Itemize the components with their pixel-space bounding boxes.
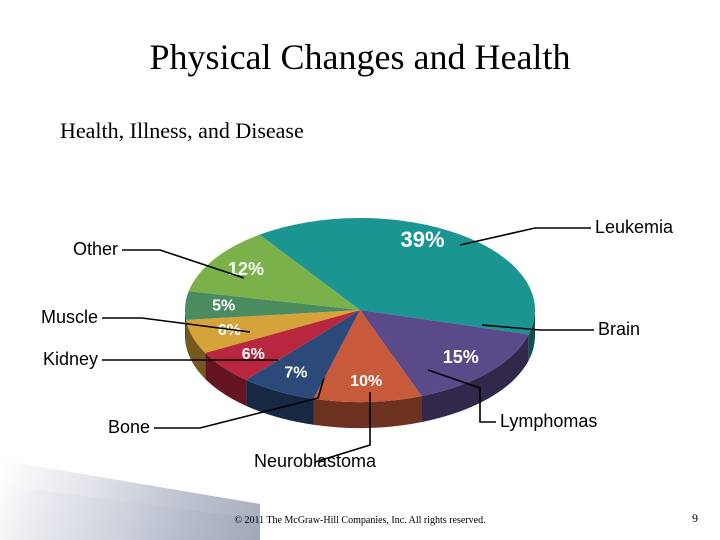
pie-slice-label: Other — [73, 239, 118, 259]
pie-slice-pct: 39% — [401, 227, 445, 252]
pie-slice-label: Leukemia — [595, 217, 674, 237]
pie-slice-pct: 12% — [228, 259, 264, 279]
slide: Physical Changes and Health Health, Illn… — [0, 0, 720, 540]
pie-slice-label: Bone — [108, 417, 150, 437]
leader-line — [460, 228, 591, 245]
page-title: Physical Changes and Health — [0, 36, 720, 78]
pie-slice-label: Muscle — [41, 307, 98, 327]
page-subtitle: Health, Illness, and Disease — [60, 118, 304, 144]
pie-slice-label: Lymphomas — [500, 411, 597, 431]
copyright-footer: © 2011 The McGraw-Hill Companies, Inc. A… — [0, 515, 720, 526]
pie-slice-label: Brain — [598, 319, 640, 339]
page-number: 9 — [692, 511, 698, 526]
pie-slice-pct: 5% — [212, 298, 235, 315]
pie-chart: 39%15%10%7%6%6%5%12%LeukemiaBrainLymphom… — [20, 160, 700, 480]
pie-slice-label: Neuroblastoma — [254, 451, 377, 471]
pie-slice-pct: 15% — [443, 347, 479, 367]
pie-chart-svg: 39%15%10%7%6%6%5%12%LeukemiaBrainLymphom… — [20, 160, 700, 480]
pie-slice-pct: 7% — [284, 365, 307, 382]
pie-slice-pct: 10% — [350, 373, 382, 390]
pie-slice-label: Kidney — [43, 349, 98, 369]
